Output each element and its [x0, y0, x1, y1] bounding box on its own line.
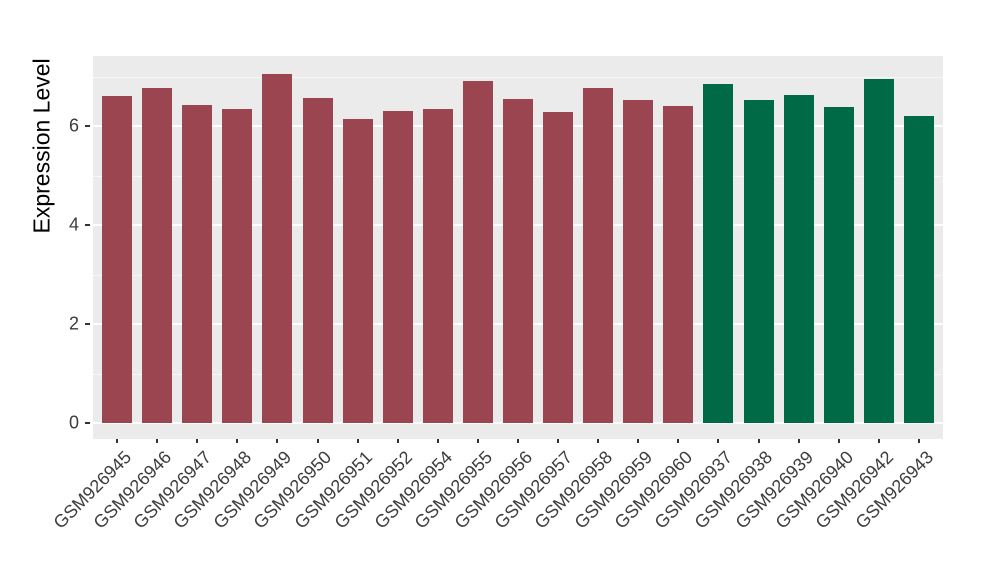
y-tick-mark [85, 323, 90, 325]
bar-GSM926960 [663, 105, 694, 423]
bar-GSM926942 [863, 79, 894, 423]
plot-panel [93, 56, 943, 439]
bar-GSM926955 [462, 81, 493, 423]
major-gridline [93, 422, 943, 424]
y-axis-tick-label: 0 [68, 412, 79, 433]
bar-GSM926946 [142, 88, 173, 423]
bar-GSM926947 [182, 104, 213, 423]
bar-GSM926948 [222, 108, 253, 423]
x-tick-mark [637, 439, 640, 443]
bar-GSM926945 [102, 95, 133, 423]
bar-GSM926958 [583, 88, 614, 423]
bar-GSM926952 [382, 110, 413, 423]
x-tick-mark [757, 439, 760, 443]
y-tick-mark [85, 224, 90, 226]
x-tick-mark [517, 439, 519, 443]
x-tick-mark [837, 439, 840, 443]
x-tick-mark [597, 439, 600, 443]
bar-GSM926949 [262, 73, 293, 423]
x-tick-mark [116, 439, 119, 443]
x-tick-mark [717, 439, 720, 443]
x-tick-mark [236, 439, 239, 443]
bar-GSM926959 [623, 99, 654, 423]
x-tick-mark [356, 439, 359, 443]
x-tick-mark [196, 439, 199, 443]
bar-GSM926943 [903, 115, 934, 423]
x-tick-mark [476, 439, 479, 443]
bar-GSM926951 [342, 119, 373, 423]
x-tick-mark [677, 439, 680, 443]
bar-GSM926950 [302, 97, 333, 423]
y-axis-tick-label: 2 [68, 313, 79, 334]
y-axis-title: Expression Level [28, 58, 55, 234]
x-tick-mark [436, 439, 439, 443]
bar-GSM926939 [783, 94, 814, 423]
bar-GSM926954 [422, 108, 453, 423]
x-tick-mark [396, 439, 399, 443]
bar-GSM926956 [503, 98, 533, 423]
x-tick-mark [797, 439, 800, 443]
bar-GSM926940 [823, 107, 854, 423]
x-tick-mark [316, 439, 319, 443]
x-tick-mark [557, 439, 560, 443]
y-axis-tick-label: 6 [68, 115, 79, 136]
y-axis-tick-label: 4 [68, 214, 79, 235]
bar-GSM926957 [543, 112, 574, 423]
x-tick-mark [156, 439, 159, 443]
bar-GSM926937 [703, 83, 734, 423]
x-tick-mark [917, 439, 920, 443]
minor-gridline [93, 76, 943, 78]
bar-GSM926938 [743, 100, 774, 423]
y-tick-mark [85, 422, 90, 424]
y-tick-mark [85, 125, 90, 127]
x-tick-mark [877, 439, 880, 443]
x-tick-mark [276, 439, 279, 443]
